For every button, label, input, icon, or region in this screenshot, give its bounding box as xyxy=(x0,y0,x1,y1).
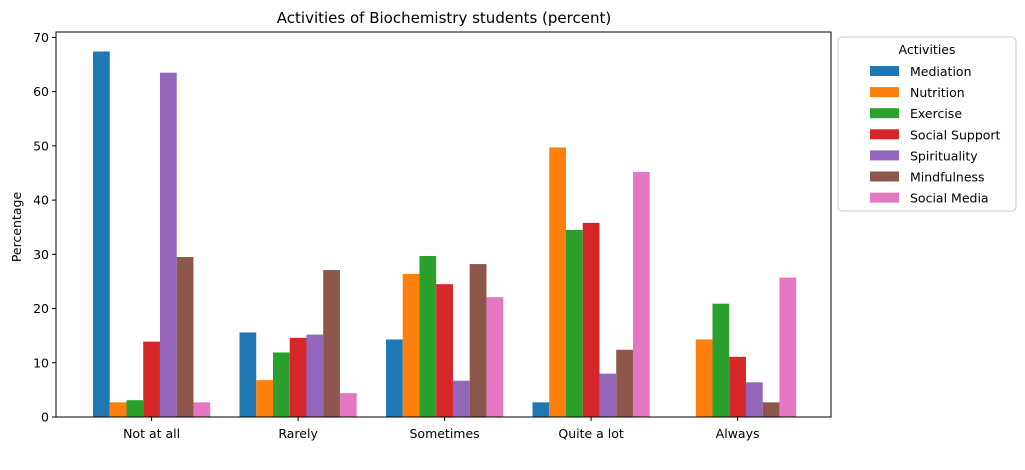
legend-label-mindfulness: Mindfulness xyxy=(910,170,985,185)
legend-label-mediation: Mediation xyxy=(910,64,972,79)
legend-label-nutrition: Nutrition xyxy=(910,85,965,100)
bar-exercise-not-at-all xyxy=(126,400,144,417)
bar-exercise-rarely xyxy=(272,352,290,417)
x-tick-label: Sometimes xyxy=(409,426,479,441)
x-tick-label: Not at all xyxy=(123,426,180,441)
x-tick-label: Always xyxy=(716,426,760,441)
bar-spirituality-not-at-all xyxy=(159,72,177,418)
bar-nutrition-always xyxy=(695,339,713,417)
y-tick-label: 10 xyxy=(33,355,49,370)
legend-items: Mediation Nutrition Exercise Social Support… xyxy=(870,64,1001,206)
bar-exercise-sometimes xyxy=(419,255,437,417)
bar-mindfulness-rarely xyxy=(323,270,340,417)
legend-label-exercise: Exercise xyxy=(910,106,962,121)
bar-social-support-quite-a-lot xyxy=(582,222,600,417)
legend-label-social-support: Social Support xyxy=(910,127,1001,142)
x-tick-label: Rarely xyxy=(278,426,318,441)
bar-social-media-sometimes xyxy=(486,297,504,417)
bar-mindfulness-sometimes xyxy=(469,264,487,417)
y-tick-label: 50 xyxy=(33,138,49,153)
bar-spirituality-always xyxy=(745,382,763,417)
legend-label-spirituality: Spirituality xyxy=(910,148,978,163)
legend-title: Activities xyxy=(898,42,955,57)
bar-mediation-sometimes xyxy=(386,339,403,417)
bar-mindfulness-always xyxy=(762,402,780,417)
legend-swatch-mediation xyxy=(870,66,899,76)
y-tick-label: 30 xyxy=(33,247,49,262)
y-tick-label: 70 xyxy=(33,30,49,45)
bar-spirituality-quite-a-lot xyxy=(599,373,617,417)
bar-social-media-quite-a-lot xyxy=(632,171,650,417)
legend-swatch-spirituality xyxy=(870,150,899,161)
bar-mediation-quite-a-lot xyxy=(532,402,550,417)
legend: Activities Mediation Nutrition Exercise Soc… xyxy=(837,36,1017,212)
bar-social-support-sometimes xyxy=(436,284,453,417)
x-tick-label: Quite a lot xyxy=(558,426,624,441)
bar-spirituality-sometimes xyxy=(452,380,470,417)
legend-label-social-media: Social Media xyxy=(910,191,989,206)
y-axis-title: Percentage xyxy=(9,192,24,263)
bar-social-media-rarely xyxy=(339,393,357,417)
plot-area-frame xyxy=(55,31,832,418)
legend-swatch-nutrition xyxy=(870,87,899,98)
chart-title: Activities of Biochemistry students (per… xyxy=(277,9,611,27)
y-tick-label: 60 xyxy=(33,84,49,99)
legend-swatch-mindfulness xyxy=(870,171,899,182)
bar-nutrition-sometimes xyxy=(402,273,420,417)
bar-mindfulness-quite-a-lot xyxy=(616,349,633,417)
legend-swatch-social-support xyxy=(870,129,899,140)
y-tick-label: 40 xyxy=(33,193,49,208)
bars-group xyxy=(93,51,797,418)
bar-nutrition-rarely xyxy=(256,380,273,417)
y-tick-label: 20 xyxy=(33,301,49,316)
bar-social-support-always xyxy=(729,356,746,417)
bar-social-support-rarely xyxy=(289,337,307,417)
legend-box xyxy=(837,36,1017,212)
bar-nutrition-not-at-all xyxy=(109,402,127,417)
bar-mindfulness-not-at-all xyxy=(176,257,194,417)
bar-spirituality-rarely xyxy=(306,334,324,417)
y-axis-ticks: 0 10 20 30 40 50 60 70 xyxy=(33,30,56,425)
legend-swatch-social-media xyxy=(870,192,899,203)
x-axis-ticks: Not at all Rarely Sometimes Quite a lot Alwa… xyxy=(123,417,760,441)
bar-mediation-rarely xyxy=(239,332,257,417)
bar-social-media-not-at-all xyxy=(193,402,211,417)
y-tick-label: 0 xyxy=(41,410,49,425)
bar-social-media-always xyxy=(779,277,797,417)
bar-social-support-not-at-all xyxy=(143,341,160,417)
bar-exercise-quite-a-lot xyxy=(565,229,583,417)
bar-exercise-always xyxy=(712,303,730,417)
bar-mediation-not-at-all xyxy=(93,51,110,418)
legend-swatch-exercise xyxy=(870,108,899,119)
bar-nutrition-quite-a-lot xyxy=(549,147,566,417)
